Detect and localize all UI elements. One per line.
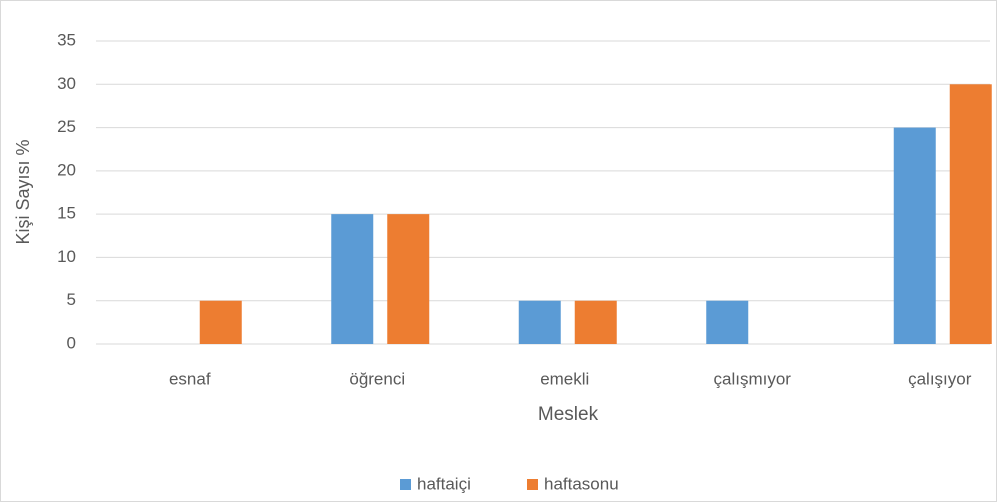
- legend-swatch: [400, 479, 411, 490]
- y-tick-label: 10: [57, 247, 76, 266]
- y-tick-label: 0: [67, 333, 76, 352]
- x-tick-label: çalışıyor: [908, 369, 972, 388]
- legend-label: haftaiçi: [417, 474, 471, 493]
- y-tick-label: 15: [57, 204, 76, 223]
- legend-label: haftasonu: [544, 474, 619, 493]
- bar: [331, 214, 374, 344]
- y-tick-label: 25: [57, 117, 76, 136]
- bar: [574, 300, 617, 344]
- x-tick-label: öğrenci: [349, 369, 405, 388]
- x-tick-label: esnaf: [169, 369, 211, 388]
- bar: [949, 84, 992, 345]
- x-tick-label: çalışmıyor: [714, 369, 792, 388]
- legend-swatch: [527, 479, 538, 490]
- y-tick-label: 30: [57, 74, 76, 93]
- y-axis-title: Kişi Sayısı %: [13, 139, 33, 244]
- bar: [706, 300, 749, 344]
- x-tick-label: emekli: [540, 369, 589, 388]
- y-tick-label: 5: [67, 290, 76, 309]
- bar: [893, 127, 936, 344]
- x-axis-title: Meslek: [538, 404, 599, 425]
- bar: [199, 300, 242, 344]
- y-tick-label: 35: [57, 30, 76, 49]
- bar: [387, 214, 430, 344]
- y-tick-label: 20: [57, 160, 76, 179]
- bar: [518, 300, 561, 344]
